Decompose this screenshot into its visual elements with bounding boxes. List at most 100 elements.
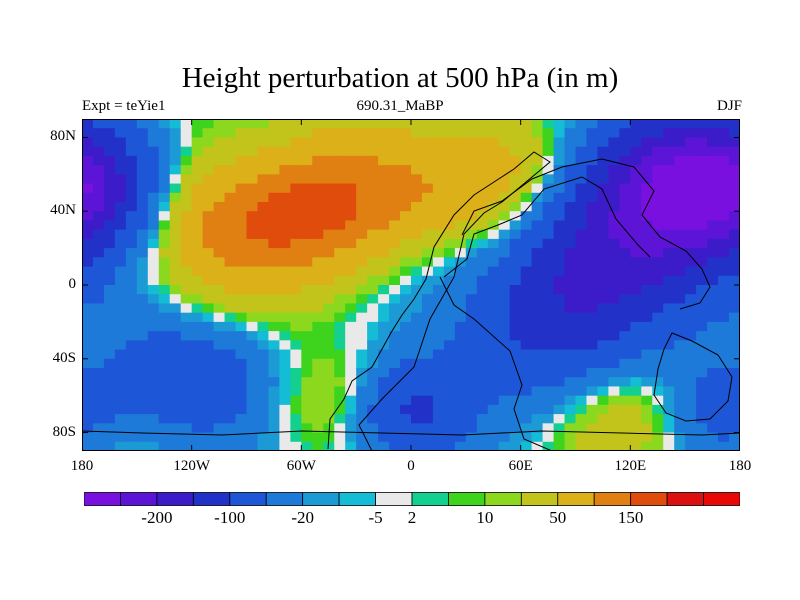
- colorbar-label: -100: [214, 508, 246, 527]
- field-cell: [136, 377, 149, 388]
- field-cell: [674, 257, 686, 268]
- field-cell: [411, 294, 423, 305]
- field-cell: [575, 358, 588, 369]
- field-cell: [454, 340, 467, 351]
- field-cell: [290, 229, 302, 240]
- y-tick-label: 80S: [52, 423, 76, 440]
- field-cell: [378, 229, 390, 240]
- field-cell: [301, 386, 313, 397]
- field-cell: [411, 377, 423, 388]
- field-cell: [411, 414, 423, 424]
- field-cell: [608, 414, 620, 424]
- field-cell: [191, 275, 204, 286]
- field-cell: [356, 155, 368, 166]
- field-cell: [476, 146, 489, 157]
- field-cell: [663, 303, 675, 314]
- field-cell: [191, 174, 204, 185]
- field-cell: [465, 285, 478, 295]
- field-cell: [389, 395, 401, 406]
- field-cell: [553, 248, 566, 258]
- field-cell: [180, 294, 193, 305]
- field-cell: [224, 174, 237, 185]
- field-cell: [553, 155, 566, 166]
- field-cell: [520, 377, 533, 388]
- field-cell: [674, 165, 686, 175]
- field-cell: [213, 395, 226, 406]
- field-cell: [432, 220, 445, 231]
- field-cell: [356, 192, 368, 203]
- field-cell: [729, 303, 740, 314]
- field-cell: [652, 183, 664, 194]
- field-cell: [389, 174, 401, 185]
- field-cell: [257, 266, 270, 277]
- field-cell: [125, 321, 138, 332]
- field-cell: [334, 404, 346, 415]
- field-cell: [125, 404, 138, 415]
- field-cell: [729, 340, 740, 351]
- field-cell: [323, 358, 335, 369]
- field-cell: [465, 340, 478, 351]
- field-cell: [509, 119, 522, 129]
- field-cell: [542, 331, 555, 341]
- field-cell: [564, 377, 577, 388]
- field-cell: [619, 155, 631, 166]
- field-cell: [487, 155, 500, 166]
- field-cell: [630, 137, 642, 148]
- field-cell: [575, 146, 588, 157]
- field-cell: [476, 368, 489, 378]
- field-cell: [421, 238, 434, 249]
- field-cell: [476, 377, 489, 388]
- field-cell: [421, 165, 434, 175]
- field-cell: [663, 183, 675, 194]
- field-cell: [400, 386, 412, 397]
- field-cell: [345, 238, 357, 249]
- field-cell: [542, 211, 555, 222]
- field-cell: [564, 321, 577, 332]
- field-cell: [487, 321, 500, 332]
- field-cell: [674, 137, 686, 148]
- field-cell: [125, 349, 138, 360]
- field-cell: [213, 377, 226, 388]
- field-cell: [235, 441, 248, 451]
- field-cell: [432, 377, 445, 388]
- field-cell: [279, 386, 291, 397]
- x-tick-label: 0: [407, 458, 415, 474]
- field-cell: [509, 174, 522, 185]
- field-cell: [378, 174, 390, 185]
- field-cell: [454, 275, 467, 286]
- field-cell: [685, 128, 697, 139]
- field-cell: [432, 321, 445, 332]
- field-cell: [180, 441, 193, 451]
- field-cell: [114, 377, 127, 388]
- field-cell: [476, 137, 489, 148]
- field-cell: [443, 202, 456, 212]
- field-cell: [334, 358, 346, 369]
- field-cell: [421, 441, 434, 451]
- field-cell: [641, 349, 653, 360]
- field-cell: [674, 294, 686, 305]
- field-cell: [169, 432, 182, 443]
- field-cell: [301, 202, 313, 212]
- field-cell: [608, 312, 620, 323]
- field-cell: [235, 155, 248, 166]
- field-cell: [180, 285, 193, 295]
- field-cell: [498, 183, 511, 194]
- field-cell: [323, 238, 335, 249]
- plot-title: Height perturbation at 500 hPa (in m): [181, 62, 619, 94]
- field-cell: [158, 312, 171, 323]
- field-cell: [619, 192, 631, 203]
- field-cell: [125, 220, 138, 231]
- field-cell: [630, 349, 642, 360]
- field-cell: [421, 285, 434, 295]
- field-cell: [180, 275, 193, 286]
- field-cell: [696, 285, 708, 295]
- field-cell: [476, 248, 489, 258]
- field-cell: [202, 211, 215, 222]
- field-cell: [465, 137, 478, 148]
- field-cell: [432, 312, 445, 323]
- field-cell: [718, 368, 730, 378]
- field-cell: [301, 285, 313, 295]
- field-cell: [586, 238, 599, 249]
- field-cell: [531, 294, 544, 305]
- field-cell: [630, 441, 642, 451]
